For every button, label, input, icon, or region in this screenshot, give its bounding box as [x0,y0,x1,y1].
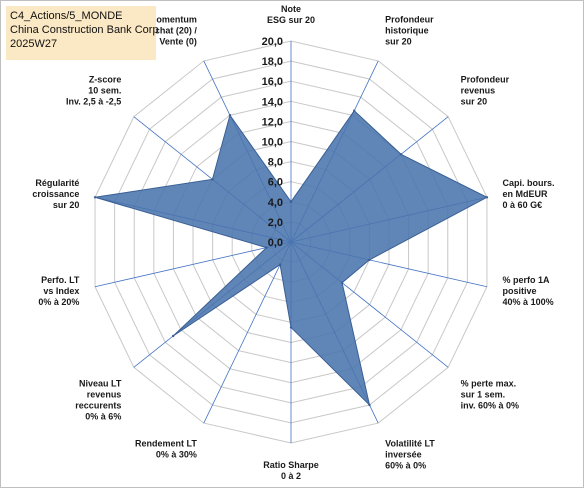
axis-label: Volatilité LT inversée 60% à 0% [385,439,435,471]
axis-label: Profondeur historique sur 20 [385,14,434,46]
data-point [265,246,268,249]
axis-label-line: Rendement LT [135,439,197,449]
axis-label: % perte max. sur 1 sem. inv. 60% à 0% [461,378,519,410]
axis-label-line: Perfo. LT [41,275,80,285]
axis-label-line: Momentum [149,14,197,24]
axis-label-line: Inv. 2,5 à -2,5 [66,97,121,107]
axis-label: % perfo 1A positive 40% à 100% [503,275,554,307]
axis-label-line: revenus [461,86,496,96]
data-point [171,334,175,338]
axis-label-line: % perte max. [461,378,517,388]
axis-label: Capi. bours. en MdEUR 0 à 60 G€ [503,178,555,210]
axis-label-line: Profondeur [385,14,434,24]
axis-label-line: sur 20 [461,97,488,107]
axis-label-line: 10 sem. [88,86,121,96]
axis-label-line: 0 à 60 G€ [503,200,543,210]
axis-label-line: inv. 60% à 0% [461,400,519,410]
axis-label-line: 0% à 6% [85,411,121,421]
data-point [368,403,371,407]
axis-label-line: sur 1 sem. [461,389,506,399]
data-point [211,178,214,181]
tick-label: 14,0 [262,96,283,108]
data-point [368,258,371,262]
axis-label-line: 40% à 100% [503,297,554,307]
axis-label-line: en MdEUR [503,189,549,199]
axis-spoke [203,241,292,424]
chart-title-box: C4_Actions/5_MONDE China Construction Ba… [6,6,159,60]
data-point [485,196,489,199]
axis-label: Perfo. LT vs Index 0% à 20% [38,275,80,307]
data-point [278,263,282,266]
axis-label-line: sur 20 [53,200,80,210]
data-point [93,196,97,199]
axis-label-line: 0 à 2 [281,471,301,481]
axis-label: Note ESG sur 20 [267,4,315,25]
axis-label-line: reccurents [75,400,121,410]
tick-label: 4,0 [268,197,283,209]
axis-label-line: Ratio Sharpe [263,460,319,470]
chart-title-line-1: C4_Actions/5_MONDE [10,10,123,22]
axis-label: Z-score 10 sem. Inv. 2,5 à -2,5 [66,75,121,107]
axis-label-line: Régularité [35,178,79,188]
tick-label: 10,0 [262,137,283,149]
chart-title-line-3: 2025W27 [10,38,58,50]
tick-label: 20,0 [262,36,283,48]
axis-label-line: Note [281,4,301,14]
axis-label-line: vs Index [43,286,79,296]
tick-label: 8,0 [268,157,283,169]
axis-label-line: Volatilité LT [385,439,435,449]
axis-label-line: revenus [87,389,122,399]
axis-label-line: positive [503,286,537,296]
tick-label: 16,0 [262,76,283,88]
data-point [289,326,293,329]
axis-label-line: 0% à 20% [38,297,79,307]
data-point [399,153,403,156]
chart-title-line-2: China Construction Bank Corp [10,24,159,36]
axis-label-line: Achat (20) / [148,25,197,35]
data-point [228,114,232,117]
tick-label: 18,0 [262,56,283,68]
axis-label-line: inversée [385,450,422,460]
axis-label-line: Niveau LT [79,378,122,388]
axis-label-line: Capi. bours. [503,178,555,188]
axis-label-line: historique [385,25,429,35]
axis-label-line: Vente (0) [159,36,197,46]
axis-label: Régularité croissance sur 20 [32,178,79,210]
axis-label: Niveau LT revenus reccurents 0% à 6% [75,378,122,421]
axis-label-line: Profondeur [461,75,510,85]
tick-label: 12,0 [262,116,283,128]
tick-label: 2,0 [268,217,283,229]
axis-spoke [94,241,292,288]
axis-label-line: 0% à 30% [156,450,197,460]
axis-label-line: sur 20 [385,36,412,46]
axis-label: Ratio Sharpe 0 à 2 [263,460,319,481]
axis-label-line: % perfo 1A [503,275,551,285]
axis-label-line: 60% à 0% [385,461,426,471]
axis-label: Rendement LT 0% à 30% [135,439,197,460]
tick-label: 6,0 [268,177,283,189]
data-point [353,109,356,112]
axis-label-line: Z-score [89,75,122,85]
axis-label-line: croissance [32,189,79,199]
axis-label-line: ESG sur 20 [267,15,315,25]
data-point [340,281,344,284]
data-point [289,200,293,203]
axis-label: Profondeur revenus sur 20 [461,75,510,107]
axis-label: Momentum Achat (20) / Vente (0) [148,14,197,46]
tick-label: 0,0 [268,237,283,249]
